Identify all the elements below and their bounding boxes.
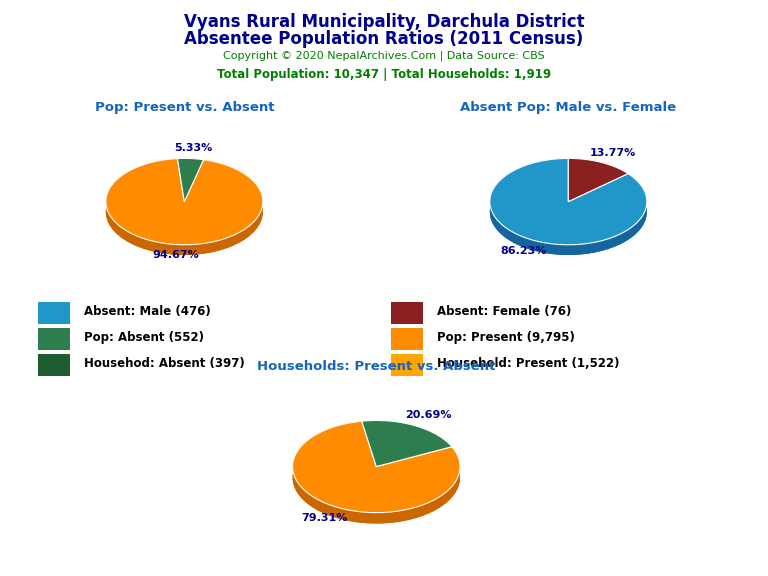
Title: Pop: Present vs. Absent: Pop: Present vs. Absent — [94, 101, 274, 114]
Title: Households: Present vs. Absent: Households: Present vs. Absent — [257, 360, 495, 373]
Bar — [391, 302, 423, 324]
Text: Pop: Present (9,795): Pop: Present (9,795) — [437, 331, 575, 344]
Polygon shape — [293, 432, 460, 524]
Text: Absent: Female (76): Absent: Female (76) — [437, 305, 571, 318]
Text: Total Population: 10,347 | Total Households: 1,919: Total Population: 10,347 | Total Househo… — [217, 68, 551, 81]
Text: 13.77%: 13.77% — [590, 147, 636, 158]
Polygon shape — [490, 158, 647, 255]
Title: Absent Pop: Male vs. Female: Absent Pop: Male vs. Female — [460, 101, 677, 114]
Polygon shape — [568, 158, 628, 202]
Text: 5.33%: 5.33% — [174, 143, 212, 153]
Text: 86.23%: 86.23% — [501, 245, 547, 256]
Polygon shape — [362, 420, 452, 457]
Text: Vyans Rural Municipality, Darchula District: Vyans Rural Municipality, Darchula Distr… — [184, 13, 584, 31]
Polygon shape — [293, 421, 460, 513]
Polygon shape — [490, 169, 647, 255]
Text: Absent: Male (476): Absent: Male (476) — [84, 305, 210, 318]
Polygon shape — [362, 431, 452, 478]
Polygon shape — [106, 158, 263, 255]
Text: Absentee Population Ratios (2011 Census): Absentee Population Ratios (2011 Census) — [184, 30, 584, 48]
Bar — [38, 302, 70, 324]
Text: 20.69%: 20.69% — [405, 410, 452, 420]
Text: Copyright © 2020 NepalArchives.Com | Data Source: CBS: Copyright © 2020 NepalArchives.Com | Dat… — [223, 51, 545, 61]
Polygon shape — [177, 169, 204, 212]
Polygon shape — [106, 158, 263, 245]
Text: Pop: Absent (552): Pop: Absent (552) — [84, 331, 204, 344]
Bar — [38, 354, 70, 376]
Polygon shape — [177, 158, 204, 170]
Polygon shape — [106, 169, 263, 255]
Bar — [38, 328, 70, 350]
Polygon shape — [293, 421, 460, 524]
Text: 94.67%: 94.67% — [153, 251, 199, 260]
Bar — [391, 328, 423, 350]
Polygon shape — [568, 169, 628, 212]
Polygon shape — [490, 158, 647, 245]
Bar — [391, 354, 423, 376]
Polygon shape — [568, 158, 628, 184]
Polygon shape — [362, 420, 452, 467]
Text: Househod: Absent (397): Househod: Absent (397) — [84, 357, 244, 370]
Polygon shape — [177, 158, 204, 202]
Text: 79.31%: 79.31% — [301, 513, 348, 523]
Text: Household: Present (1,522): Household: Present (1,522) — [437, 357, 620, 370]
